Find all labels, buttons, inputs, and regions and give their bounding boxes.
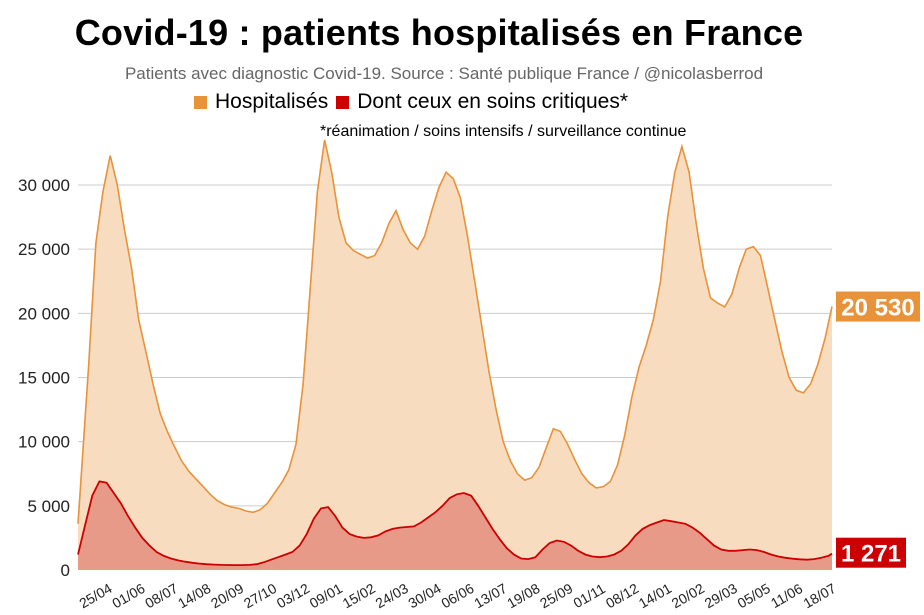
x-tick-label: 24/03: [373, 580, 412, 611]
x-tick-label: 03/12: [274, 580, 313, 611]
chart-title: Covid-19 : patients hospitalisés en Fran…: [74, 12, 804, 53]
x-tick-label: 25/09: [537, 580, 576, 611]
x-tick-label: 01/06: [109, 580, 148, 611]
x-tick-label: 01/11: [570, 580, 608, 611]
x-tick-label: 08/07: [142, 580, 181, 611]
legend: Hospitalisés Dont ceux en soins critique…: [194, 90, 636, 114]
x-tick-label: 05/05: [735, 580, 774, 611]
x-tick-label: 18/07: [800, 580, 839, 611]
chart-subtitle: Patients avec diagnostic Covid-19. Sourc…: [124, 64, 764, 83]
series-area-hospitalises: [78, 140, 832, 570]
x-tick-label: 19/08: [504, 580, 543, 611]
end-badge-hospitalises: [836, 291, 920, 322]
legend-swatch-hospitalises: [194, 95, 207, 109]
y-tick-label: 20 000: [18, 304, 70, 323]
x-tick-label: 06/06: [438, 580, 477, 611]
x-tick-label: 08/12: [603, 580, 642, 611]
x-tick-label: 20/02: [669, 580, 708, 611]
x-tick-label: 14/08: [175, 580, 214, 611]
chart-footnote: *réanimation / soins intensifs / surveil…: [320, 123, 687, 140]
series-line-hospitalises: [77, 139, 833, 524]
y-tick-label: 15 000: [18, 369, 70, 388]
x-tick-label: 11/06: [768, 580, 806, 611]
y-tick-label: 0: [61, 561, 70, 580]
x-tick-label: 25/04: [76, 580, 115, 611]
x-tick-label: 20/09: [208, 580, 247, 611]
legend-item-hospitalises: Hospitalisés: [194, 90, 328, 114]
x-tick-label: 14/01: [636, 580, 675, 611]
legend-item-critiques: Dont ceux en soins critiques*: [336, 90, 628, 114]
x-tick-label: 30/04: [405, 580, 444, 611]
x-axis: 25/0401/0608/0714/0820/0927/1003/1209/01…: [76, 580, 839, 611]
legend-swatch-critiques: [336, 95, 350, 109]
legend-label-critiques: Dont ceux en soins critiques*: [357, 90, 629, 113]
end-labels: 20 530 1 271: [836, 291, 920, 568]
end-value-critiques: 1 271: [841, 541, 901, 568]
x-tick-label: 15/02: [340, 580, 379, 611]
series-line-critiques: [77, 480, 833, 566]
y-tick-label: 5 000: [27, 497, 70, 516]
end-badge-critiques: [836, 537, 906, 568]
x-tick-label: 29/03: [702, 580, 741, 611]
series-areas: [77, 139, 833, 570]
y-tick-label: 25 000: [18, 240, 70, 259]
x-tick-label: 09/01: [307, 580, 346, 611]
legend-label-hospitalises: Hospitalisés: [215, 90, 329, 113]
series-area-critiques: [78, 481, 832, 570]
end-value-hospitalises: 20 530: [841, 295, 914, 322]
x-tick-label: 13/07: [471, 580, 510, 611]
y-tick-label: 30 000: [18, 176, 70, 195]
y-tick-label: 10 000: [18, 433, 70, 452]
y-axis: 0 5 000 10 000 15 000 20 000 25 000 30 000: [18, 176, 70, 580]
x-tick-label: 27/10: [241, 580, 280, 611]
